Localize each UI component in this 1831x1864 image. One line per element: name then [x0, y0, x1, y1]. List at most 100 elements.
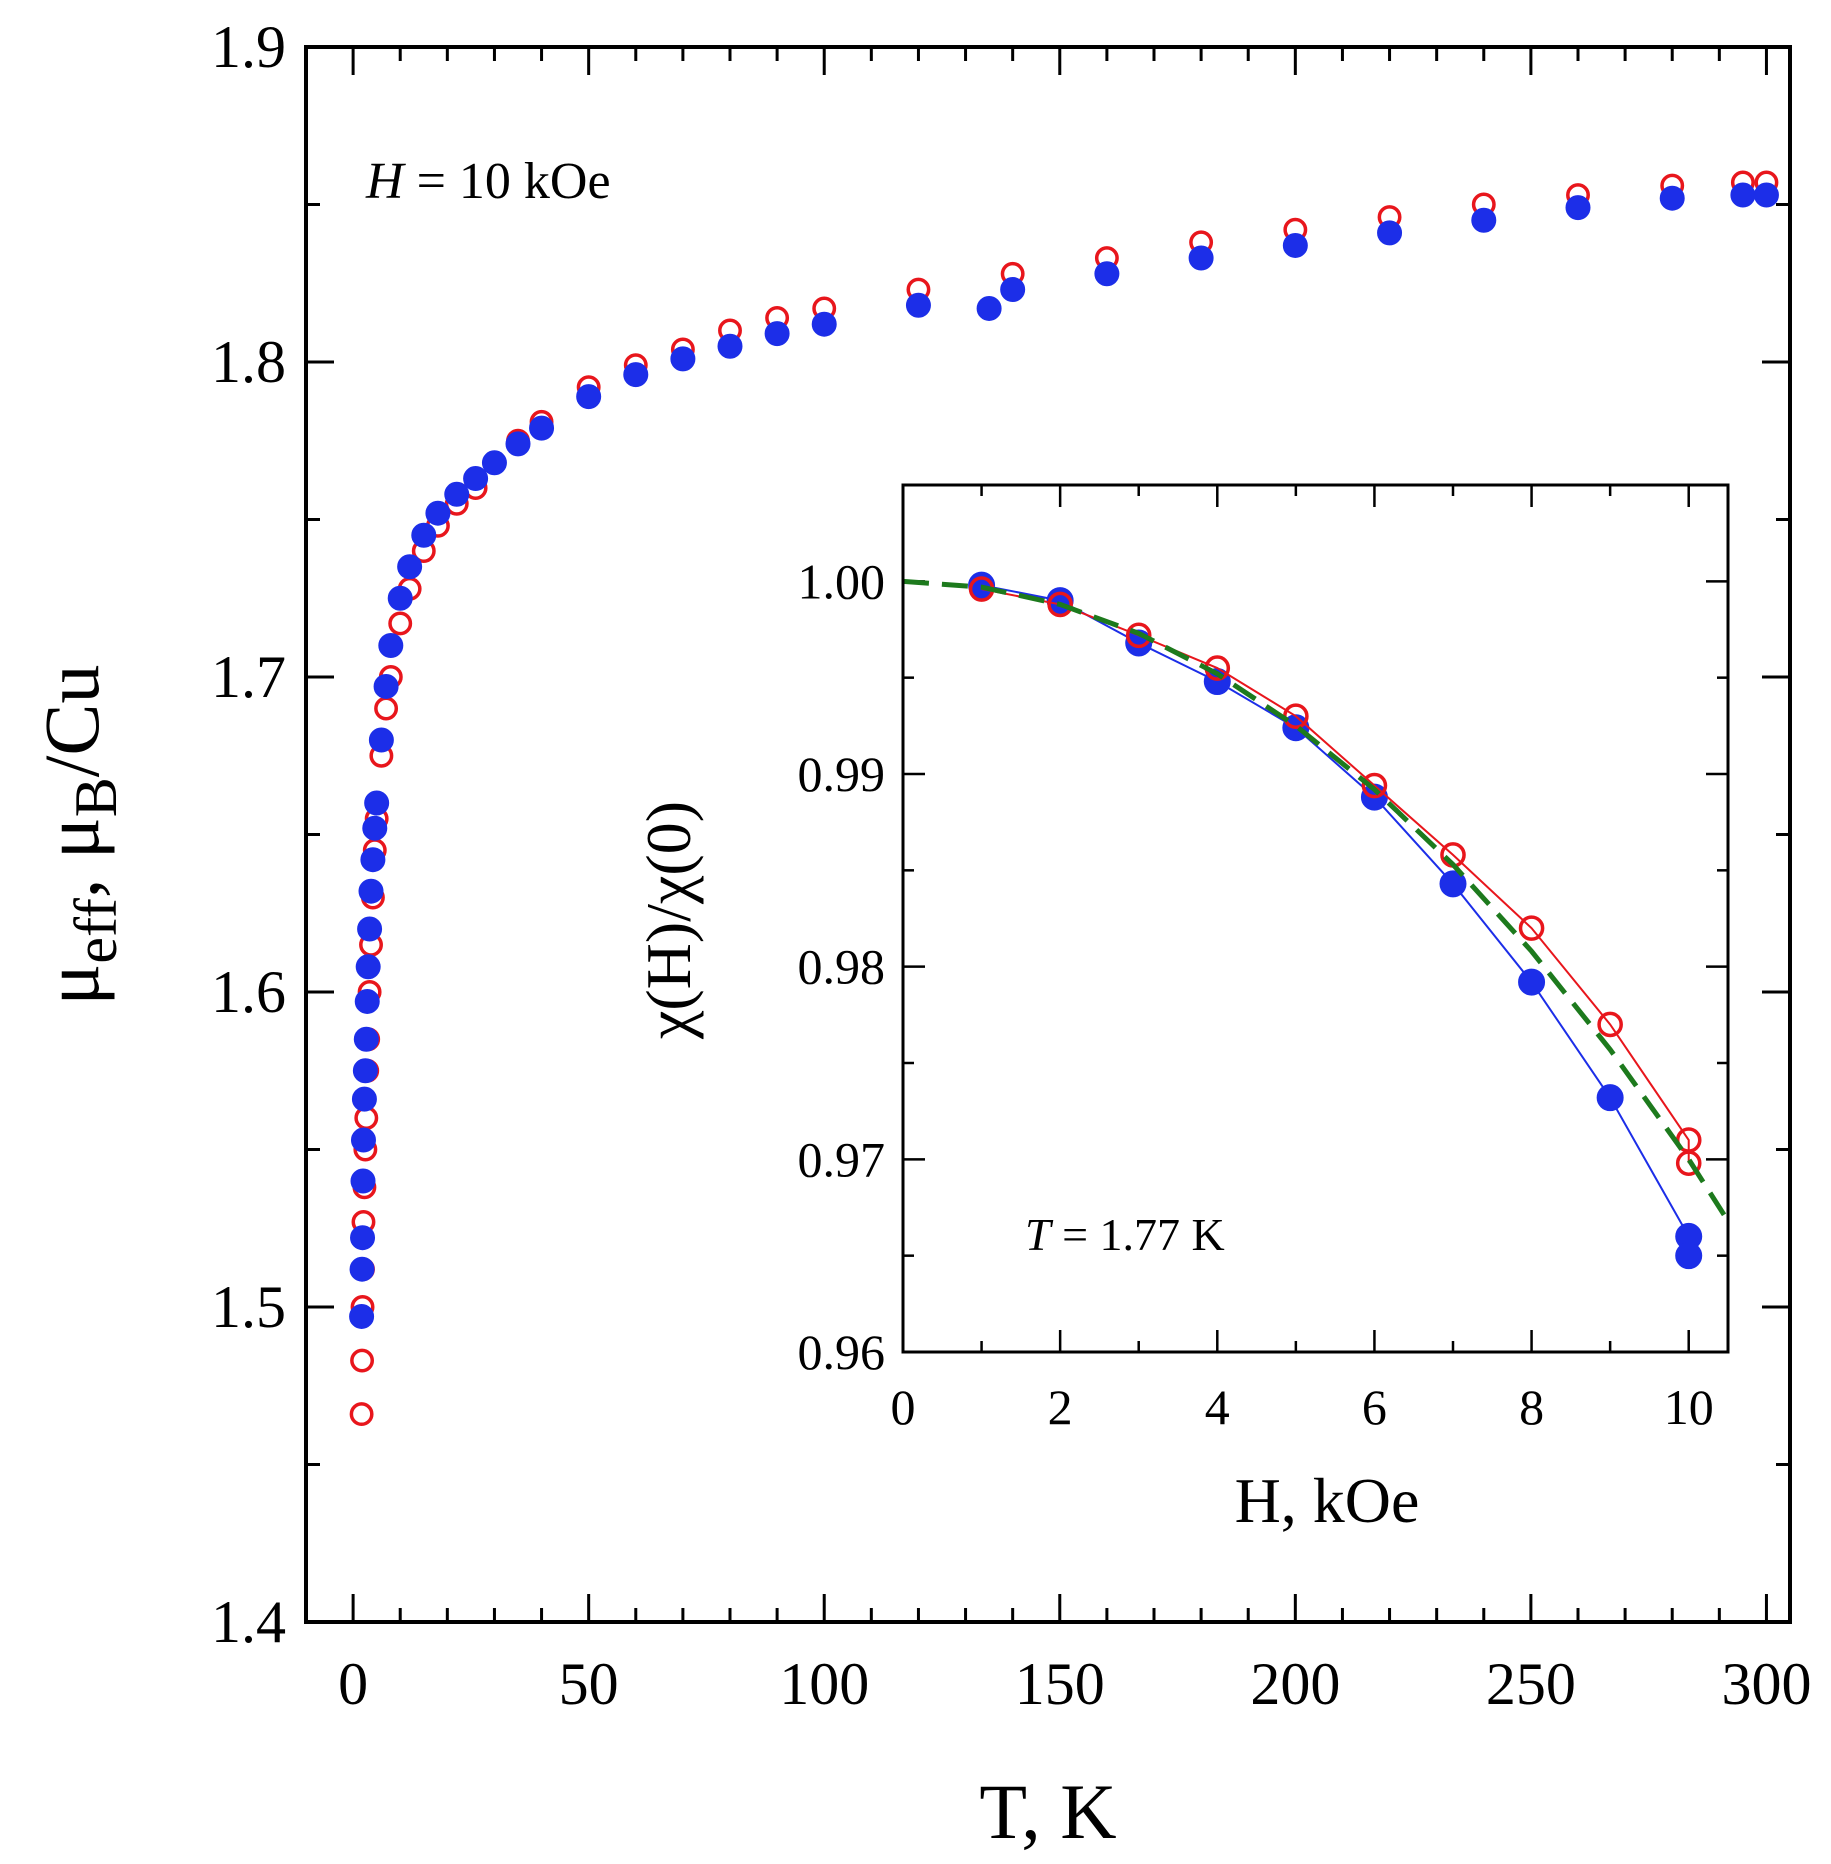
data-point: [1675, 1242, 1703, 1270]
data-point: [623, 362, 649, 388]
data-point: [576, 384, 602, 410]
main-y-tick-label: 1.5: [211, 1274, 286, 1340]
inset-y-axis-title: χ(H)/χ(0): [633, 801, 704, 1040]
annotation-symbol: H: [365, 153, 406, 210]
data-point: [350, 1127, 376, 1153]
data-point: [350, 1225, 376, 1251]
data-point: [1597, 1011, 1623, 1038]
data-point: [976, 295, 1002, 321]
main-series-filled-blue-circles: [349, 182, 1779, 1329]
data-point: [1047, 591, 1073, 618]
annotation-value: = 10 kOe: [404, 153, 611, 210]
inset-series-dashed-fit: [903, 578, 1728, 1223]
data-point: [811, 311, 837, 337]
inset-series-dashed-fit-line: [903, 578, 1728, 1223]
inset-x-tick-label: 2: [1048, 1379, 1073, 1435]
data-point: [350, 1348, 375, 1373]
data-point: [362, 815, 388, 841]
data-point: [505, 431, 531, 457]
data-point: [1439, 870, 1467, 898]
inset-background: [903, 485, 1728, 1352]
data-point: [374, 696, 399, 721]
data-point: [1094, 261, 1120, 287]
data-point: [411, 522, 437, 548]
data-point: [351, 1086, 377, 1112]
main-x-tick-label: 200: [1250, 1651, 1340, 1717]
data-point: [1377, 220, 1403, 246]
data-point: [349, 1402, 374, 1427]
data-point: [425, 500, 451, 526]
inset-plot: 0 2 4 6 8 10 0.96 0.97 0.98 0.99 1.00 H, kOe χ(H)/χ(…: [633, 483, 1730, 1536]
data-point: [905, 292, 931, 318]
data-point: [397, 554, 423, 580]
inset-y-tick-label: 0.98: [798, 939, 886, 995]
data-point: [1565, 195, 1591, 221]
inset-x-axis-title: H, kOe: [1235, 1465, 1420, 1536]
y-axis-title-mu: μ: [28, 964, 115, 1006]
data-point: [1596, 1084, 1624, 1112]
data-point: [353, 1026, 379, 1052]
main-data-layer: [349, 170, 1779, 1427]
inset-x-tick-label: 8: [1519, 1379, 1544, 1435]
y-axis-title-sub-eff: eff: [63, 898, 129, 964]
data-point: [444, 481, 470, 507]
main-x-tick-label: 100: [779, 1651, 869, 1717]
data-point: [764, 321, 790, 347]
data-point: [352, 1058, 378, 1084]
main-x-tick-label: 150: [1015, 1651, 1105, 1717]
inset-x-tick-label: 6: [1362, 1379, 1387, 1435]
data-point: [463, 466, 489, 492]
data-point: [349, 1303, 375, 1329]
main-x-tick-label: 250: [1486, 1651, 1576, 1717]
data-point: [355, 954, 381, 980]
inset-data-layer: [903, 571, 1728, 1270]
annotation-value: = 1.77 K: [1051, 1209, 1225, 1260]
inset-y-tick-label: 1.00: [798, 553, 886, 609]
main-y-tick-label: 1.7: [211, 644, 286, 710]
y-axis-title-per-cu: /Cu: [28, 665, 115, 778]
data-point: [373, 673, 399, 699]
data-point: [388, 611, 413, 636]
data-point: [1675, 1150, 1702, 1176]
data-point: [1125, 622, 1152, 649]
inset-x-tick-label: 10: [1664, 1379, 1714, 1435]
data-point: [1361, 772, 1388, 799]
inset-y-tick-label: 0.99: [798, 746, 886, 802]
main-y-tick-label: 1.4: [211, 1589, 286, 1655]
data-point: [1282, 232, 1308, 258]
data-point: [1730, 182, 1756, 208]
inset-annotation: T = 1.77 K: [1025, 1209, 1225, 1260]
data-point: [364, 790, 390, 816]
data-point: [354, 988, 380, 1014]
data-point: [1518, 915, 1545, 941]
data-point: [1471, 207, 1497, 233]
data-point: [349, 1256, 375, 1282]
main-annotation: H = 10 kOe: [365, 153, 611, 210]
main-y-tick-label: 1.8: [211, 329, 286, 395]
main-y-axis-title: μeff, μB/Cu: [28, 665, 129, 1006]
annotation-symbol: T: [1025, 1209, 1054, 1260]
main-frame: [304, 45, 1792, 1624]
inset-y-tick-label: 0.97: [798, 1131, 886, 1187]
data-point: [717, 333, 743, 359]
data-point: [481, 450, 507, 476]
inset-x-tick-label: 0: [891, 1379, 916, 1435]
main-x-tick-label: 0: [338, 1651, 368, 1717]
main-x-axis-title: T, K: [979, 1768, 1116, 1855]
inset-y-tick-label: 0.96: [798, 1324, 886, 1380]
y-axis-title-mu-b: , μ: [28, 817, 115, 898]
data-point: [378, 633, 404, 658]
main-x-tick-label: 50: [559, 1651, 619, 1717]
inset-x-tick-label: 4: [1205, 1379, 1230, 1435]
y-axis-title-sub-b: B: [63, 777, 129, 817]
data-point: [357, 916, 383, 942]
data-point: [368, 727, 394, 753]
main-x-tick-label: 300: [1721, 1651, 1811, 1717]
data-point: [1659, 185, 1685, 211]
data-point: [529, 415, 555, 441]
data-point: [1000, 277, 1026, 303]
data-point: [1188, 245, 1214, 271]
main-y-tick-label: 1.9: [211, 14, 286, 80]
